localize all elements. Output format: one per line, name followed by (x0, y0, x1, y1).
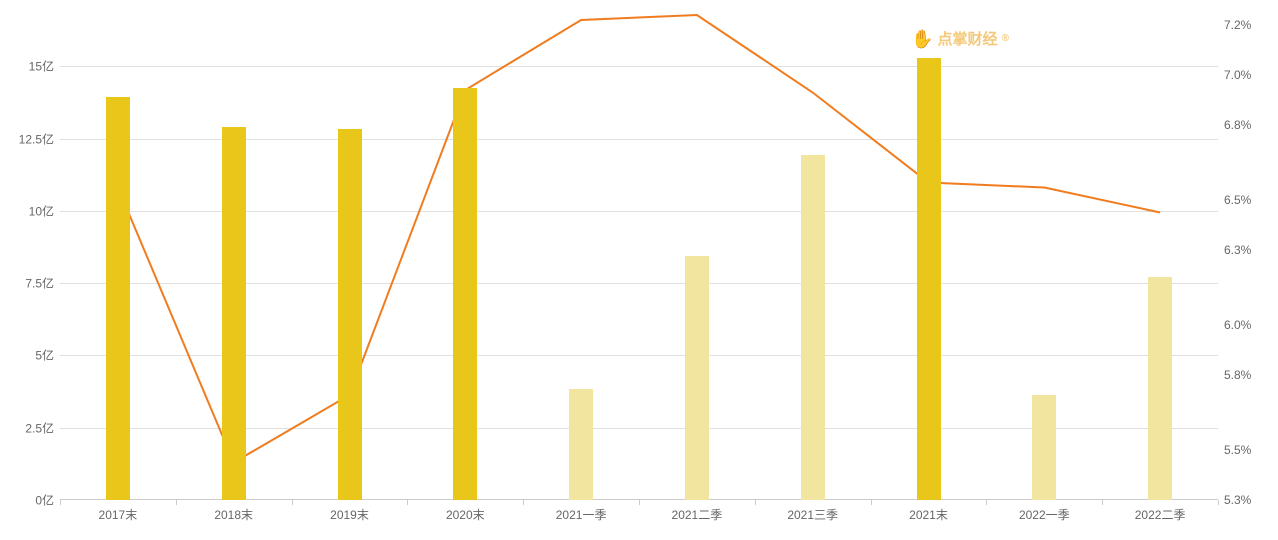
y-left-tick: 0亿 (0, 492, 60, 509)
y-left-tick: 7.5亿 (0, 275, 60, 292)
y-left-tick: 15亿 (0, 58, 60, 75)
y-right-tick: 5.3% (1218, 493, 1278, 507)
y-right-tick: 5.8% (1218, 368, 1278, 382)
x-axis-label: 2021末 (909, 506, 948, 523)
bar (1148, 277, 1172, 500)
y-left-tick: 5亿 (0, 347, 60, 364)
y-right-tick: 6.0% (1218, 318, 1278, 332)
bar (222, 127, 246, 500)
x-axis-label: 2022一季 (1019, 506, 1070, 523)
bar (917, 58, 941, 500)
x-axis-label: 2021一季 (556, 506, 607, 523)
y-right-tick: 7.2% (1218, 18, 1278, 32)
x-tick-line (1218, 500, 1219, 505)
bar (569, 389, 593, 500)
y-axis-left: 0亿 2.5亿 5亿 7.5亿 10亿 12.5亿 15亿 (0, 0, 60, 540)
y-left-tick: 2.5亿 (0, 419, 60, 436)
plot-area (60, 0, 1218, 500)
x-axis-labels: 2017末 2018末 2019末 2020末 2021一季 2021二季 2021三季 20… (60, 500, 1218, 540)
bar (338, 129, 362, 500)
bar (106, 97, 130, 500)
line-series (118, 15, 1160, 463)
bar (801, 155, 825, 500)
y-right-tick: 6.8% (1218, 118, 1278, 132)
x-axis-label: 2020末 (446, 506, 485, 523)
y-axis-right: 5.3% 5.5% 5.8% 6.0% 6.3% 6.5% 6.8% 7.0% 7.2% (1218, 0, 1278, 540)
y-left-tick: 12.5亿 (0, 130, 60, 147)
x-axis-label: 2022二季 (1135, 506, 1186, 523)
bar (1032, 395, 1056, 500)
y-right-tick: 7.0% (1218, 68, 1278, 82)
bar (685, 256, 709, 500)
y-right-tick: 6.3% (1218, 243, 1278, 257)
y-left-tick: 10亿 (0, 202, 60, 219)
x-axis-label: 2017末 (99, 506, 138, 523)
combo-chart: 0亿 2.5亿 5亿 7.5亿 10亿 12.5亿 15亿 5.3% 5.5% 5.8% 6.0%… (0, 0, 1278, 540)
y-right-tick: 5.5% (1218, 443, 1278, 457)
x-axis-label: 2021二季 (672, 506, 723, 523)
y-right-tick: 6.5% (1218, 193, 1278, 207)
x-axis-label: 2021三季 (787, 506, 838, 523)
bar (453, 88, 477, 500)
x-axis-label: 2019末 (330, 506, 369, 523)
x-axis-label: 2018末 (214, 506, 253, 523)
